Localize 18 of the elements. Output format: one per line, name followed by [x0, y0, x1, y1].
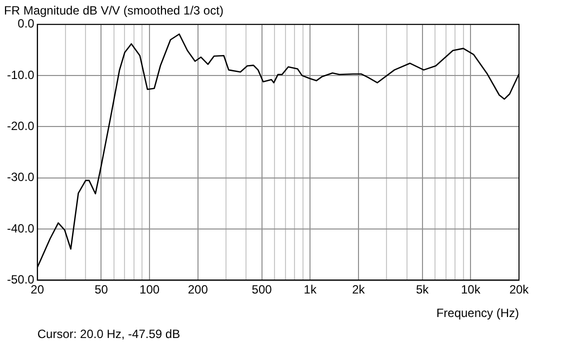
x-tick-label: 500: [252, 282, 272, 297]
x-tick-label: 20: [30, 282, 44, 297]
x-tick-label: 1k: [304, 282, 318, 297]
text: Cursor: 20.0 Hz, -47.59 dB: [37, 327, 180, 341]
y-tick-label: -30.0: [6, 170, 35, 184]
x-axis-title: Frequency (Hz): [436, 306, 520, 320]
x-tick-label: 20k: [509, 282, 530, 297]
y-tick-label: 0.0: [18, 16, 35, 31]
y-tick-label: -10.0: [6, 68, 35, 82]
x-tick-label: 100: [140, 282, 160, 297]
x-tick-label: 10k: [460, 282, 482, 297]
chart-title: FR Magnitude dB V/V (smoothed 1/3 oct): [4, 4, 224, 18]
x-tick-label: 2k: [352, 282, 366, 297]
x-tick-label: 5k: [416, 282, 430, 297]
y-tick-label: -20.0: [6, 119, 35, 134]
x-tick-label: 50: [94, 282, 108, 297]
x-tick-label: 200: [188, 282, 208, 297]
y-tick-label: -40.0: [6, 221, 35, 236]
